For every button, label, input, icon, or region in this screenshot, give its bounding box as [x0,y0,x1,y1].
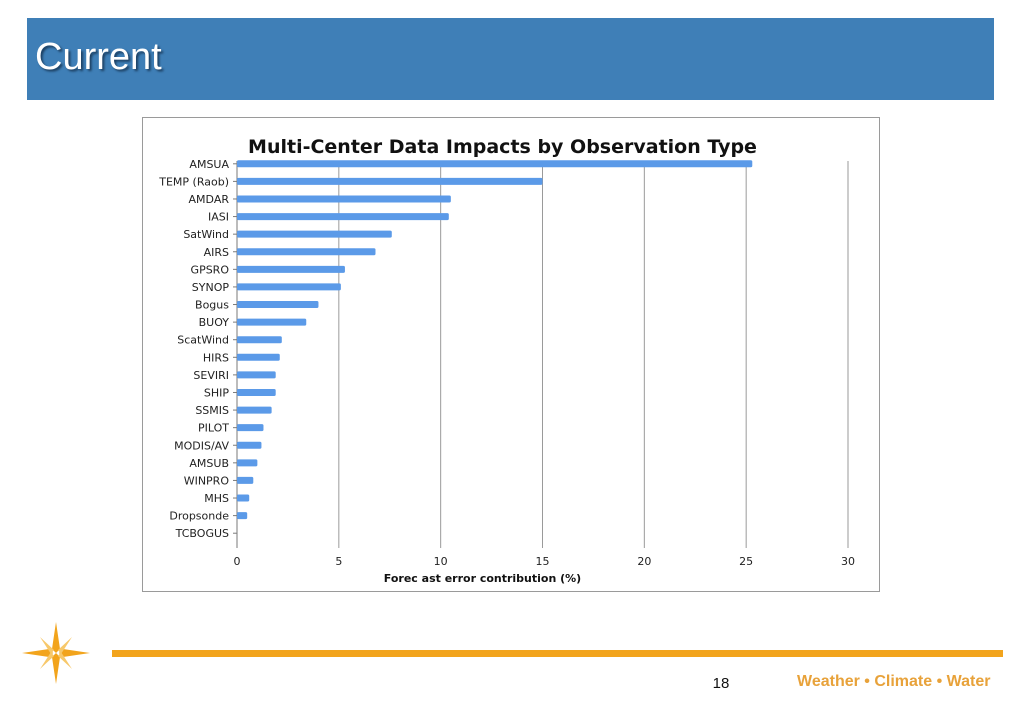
bar [237,213,449,221]
bar [237,388,276,396]
x-tick-label: 25 [739,555,753,568]
footer-line [112,650,1003,657]
x-tick-label: 15 [536,555,550,568]
y-tick-label: SYNOP [192,281,230,294]
y-tick-label: HIRS [203,351,229,364]
bar [237,494,250,502]
y-tick-label: MHS [204,492,229,505]
y-tick-label: Dropsonde [169,510,229,523]
y-tick-label: Bogus [195,299,229,312]
x-tick-label: 30 [841,555,855,568]
x-axis-label: Forec ast error contribution (%) [384,572,581,585]
y-tick-label: TEMP (Raob) [158,175,229,188]
x-tick-label: 10 [434,555,448,568]
bar [237,230,392,238]
x-tick-label: 20 [637,555,651,568]
chart-frame: Multi-Center Data Impacts by Observation… [142,117,880,592]
bar [237,248,376,256]
y-tick-label: AMSUB [189,457,229,470]
slogan: Weather • Climate • Water [797,673,991,690]
y-tick-label: SHIP [204,386,229,399]
y-tick-label: GPSRO [191,263,230,276]
y-tick-label: PILOT [198,422,229,435]
bar [237,371,276,379]
y-tick-label: SSMIS [195,404,229,417]
page-number: 18 [712,675,730,692]
y-tick-label: IASI [208,211,229,224]
y-tick-label: ScatWind [177,334,229,347]
bar [237,476,254,484]
bar [237,406,272,414]
bar [237,441,262,449]
bar [237,424,264,432]
bar [237,336,282,344]
y-tick-label: WINPRO [184,474,230,487]
bar [237,283,341,291]
x-tick-label: 0 [234,555,241,568]
y-tick-label: MODIS/AV [174,439,229,452]
y-tick-label: AMSUA [189,158,229,171]
y-tick-label: SatWind [183,228,229,241]
title-bar: Current [27,18,994,100]
bar-chart: Multi-Center Data Impacts by Observation… [158,136,855,585]
chart-title: Multi-Center Data Impacts by Observation… [248,136,757,158]
x-tick-label: 5 [335,555,342,568]
y-tick-label: AIRS [204,246,229,259]
y-tick-label: BUOY [199,316,230,329]
bar [237,160,753,168]
bar [237,353,280,361]
bar [237,512,248,520]
bar [237,318,307,326]
y-tick-label: SEVIRI [193,369,229,382]
bar [237,195,451,203]
compass-star-icon [22,622,90,684]
bar [237,301,319,309]
bar [237,265,345,273]
y-tick-label: AMDAR [189,193,230,206]
bar [237,177,543,185]
bar [237,459,258,467]
y-tick-label: TCBOGUS [175,527,229,540]
slide-title: Current [35,36,162,78]
